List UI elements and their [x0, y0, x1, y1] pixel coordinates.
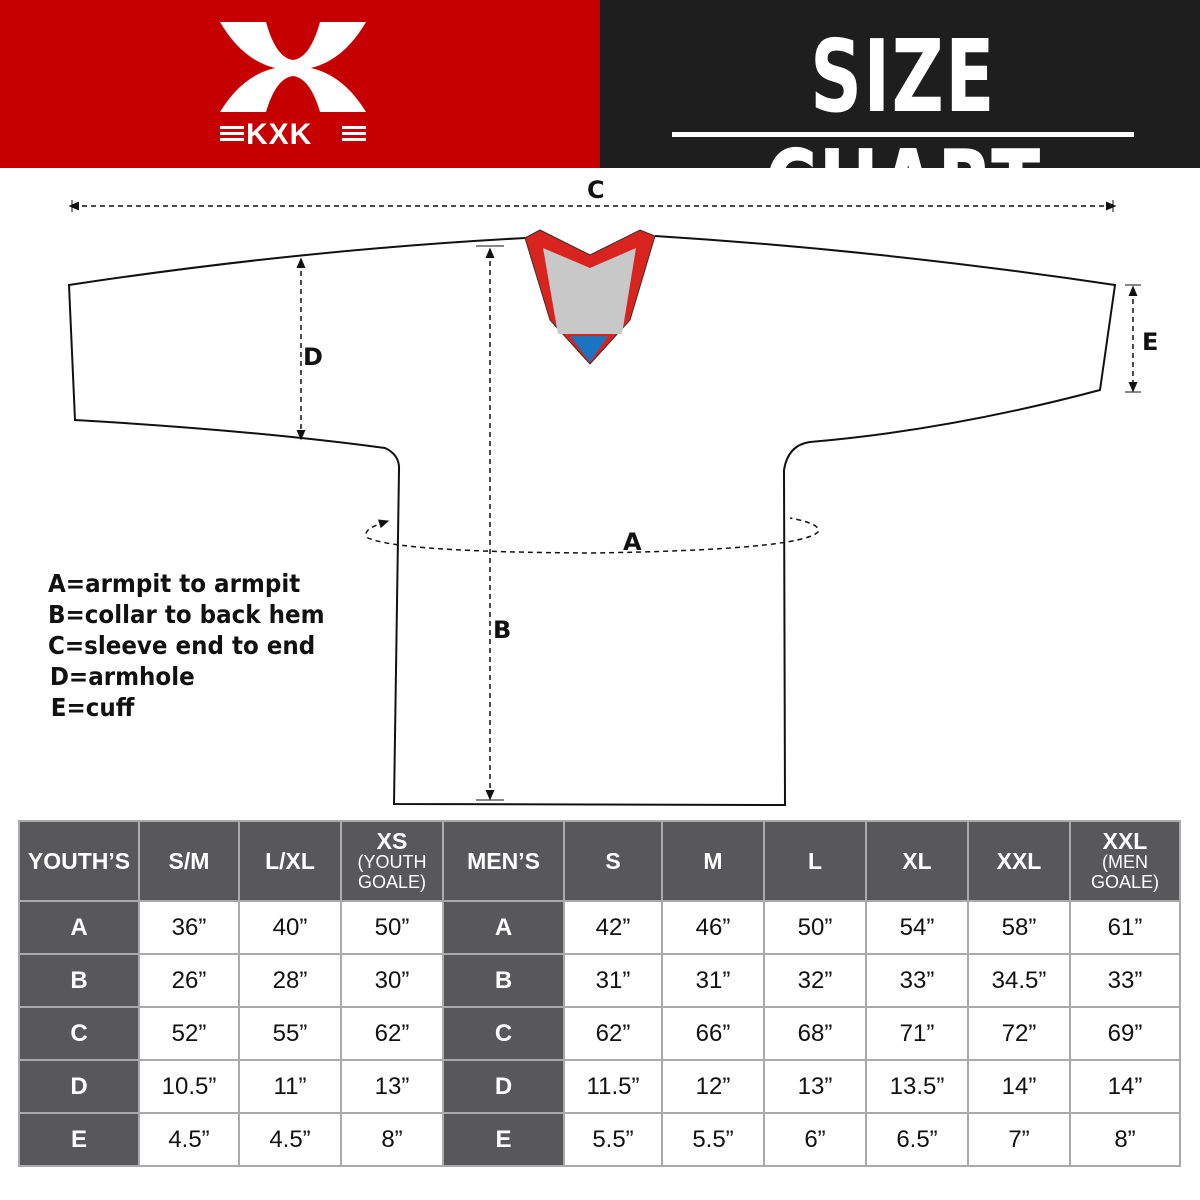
row-key: C: [444, 1008, 563, 1059]
table-cell: 30”: [342, 955, 442, 1006]
row-key: E: [20, 1114, 138, 1165]
table-cell: 31”: [663, 955, 763, 1006]
table-cell: 69”: [1071, 1008, 1179, 1059]
table-cell: 58”: [969, 902, 1069, 953]
measurement-legend: A=armpit to armpit B=collar to back hem …: [48, 568, 325, 723]
jersey-outline: [67, 235, 1117, 807]
table-cell: 68”: [765, 1008, 865, 1059]
table-cell: 33”: [1071, 955, 1179, 1006]
table-cell: 55”: [240, 1008, 340, 1059]
row-key: E: [444, 1114, 563, 1165]
table-cell: 46”: [663, 902, 763, 953]
table-row: E 4.5” 4.5” 8” E 5.5” 5.5” 6” 6.5” 7” 8”: [20, 1114, 1179, 1165]
table-cell: 26”: [140, 955, 238, 1006]
table-cell: 6.5”: [867, 1114, 967, 1165]
table-cell: 54”: [867, 902, 967, 953]
row-key: B: [20, 955, 138, 1006]
table-cell: 32”: [765, 955, 865, 1006]
legend-item: A=armpit to armpit: [48, 569, 301, 598]
size-header: XXL (MEN GOALE): [1071, 822, 1179, 900]
table-cell: 71”: [867, 1008, 967, 1059]
table-row: A 36” 40” 50” A 42” 46” 50” 54” 58” 61”: [20, 902, 1179, 953]
size-header: S/M: [140, 822, 238, 900]
legend-item: B=collar to back hem: [48, 600, 325, 629]
table-row: B 26” 28” 30” B 31” 31” 32” 33” 34.5” 33”: [20, 955, 1179, 1006]
youth-header: YOUTH’S: [20, 822, 138, 900]
label-c: C: [587, 176, 605, 204]
table-cell: 52”: [140, 1008, 238, 1059]
table-cell: 66”: [663, 1008, 763, 1059]
size-header: XL: [867, 822, 967, 900]
legend-item: E=cuff: [50, 693, 135, 722]
size-header: XXL: [969, 822, 1069, 900]
legend-item: C=sleeve end to end: [48, 631, 316, 660]
jersey-diagram: [67, 200, 1141, 807]
kxk-logo-icon: [220, 22, 366, 112]
page-title: SIZE CHART: [764, 18, 1042, 245]
size-header: L/XL: [240, 822, 340, 900]
size-table: YOUTH’S S/M L/XL XS (YOUTH GOALE) MEN’S S M L XL X…: [18, 820, 1181, 1167]
table-cell: 62”: [342, 1008, 442, 1059]
size-label: XXL: [1102, 828, 1148, 854]
label-b: B: [493, 616, 512, 644]
table-cell: 7”: [969, 1114, 1069, 1165]
label-e: E: [1142, 328, 1159, 356]
table-cell: 34.5”: [969, 955, 1069, 1006]
label-a: A: [623, 528, 642, 556]
table-row: D 10.5” 11” 13” D 11.5” 12” 13” 13.5” 14” 14”: [20, 1061, 1179, 1112]
table-cell: 12”: [663, 1061, 763, 1112]
table-cell: 11”: [240, 1061, 340, 1112]
logo-stripes-icon: [220, 126, 366, 141]
table-cell: 13.5”: [867, 1061, 967, 1112]
size-header: XS (YOUTH GOALE): [342, 822, 442, 900]
table-cell: 31”: [565, 955, 661, 1006]
table-cell: 42”: [565, 902, 661, 953]
table-cell: 33”: [867, 955, 967, 1006]
row-key: B: [444, 955, 563, 1006]
size-label: XS: [376, 828, 408, 854]
table-cell: 14”: [969, 1061, 1069, 1112]
table-cell: 36”: [140, 902, 238, 953]
size-header: M: [663, 822, 763, 900]
size-sublabel: (MEN GOALE): [1090, 852, 1160, 892]
size-sublabel: (YOUTH GOALE): [357, 852, 427, 892]
table-cell: 62”: [565, 1008, 661, 1059]
table-cell: 8”: [1071, 1114, 1179, 1165]
table-cell: 4.5”: [140, 1114, 238, 1165]
table-cell: 6”: [765, 1114, 865, 1165]
table-row: C 52” 55” 62” C 62” 66” 68” 71” 72” 69”: [20, 1008, 1179, 1059]
table-cell: 10.5”: [140, 1061, 238, 1112]
table-cell: 13”: [765, 1061, 865, 1112]
table-cell: 8”: [342, 1114, 442, 1165]
legend-item: D=armhole: [49, 662, 195, 691]
row-key: A: [444, 902, 563, 953]
table-cell: 61”: [1071, 902, 1179, 953]
table-cell: 11.5”: [565, 1061, 661, 1112]
table-cell: 72”: [969, 1008, 1069, 1059]
table-cell: 40”: [240, 902, 340, 953]
men-header: MEN’S: [444, 822, 563, 900]
title-underline: [672, 132, 1134, 137]
row-key: D: [20, 1061, 138, 1112]
size-header: S: [565, 822, 661, 900]
title-header: [600, 0, 1200, 168]
table-cell: 4.5”: [240, 1114, 340, 1165]
table-cell: 50”: [342, 902, 442, 953]
row-key: A: [20, 902, 138, 953]
logo-text: KXK: [246, 118, 313, 151]
size-header: L: [765, 822, 865, 900]
table-cell: 5.5”: [565, 1114, 661, 1165]
label-d: D: [303, 343, 323, 371]
table-cell: 28”: [240, 955, 340, 1006]
table-cell: 13”: [342, 1061, 442, 1112]
row-key: C: [20, 1008, 138, 1059]
table-cell: 14”: [1071, 1061, 1179, 1112]
table-cell: 50”: [765, 902, 865, 953]
table-header-row: YOUTH’S S/M L/XL XS (YOUTH GOALE) MEN’S S M L XL X…: [20, 822, 1179, 900]
row-key: D: [444, 1061, 563, 1112]
table-cell: 5.5”: [663, 1114, 763, 1165]
